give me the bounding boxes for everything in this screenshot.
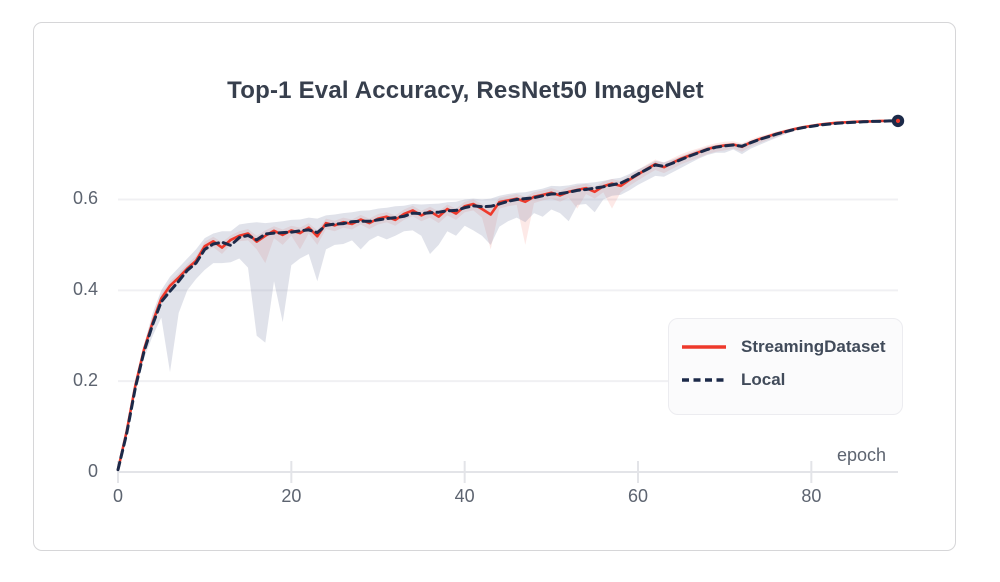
chart-title: Top-1 Eval Accuracy, ResNet50 ImageNet xyxy=(227,77,704,104)
legend-item-local[interactable]: Local xyxy=(681,370,902,390)
legend-label: Local xyxy=(741,370,786,389)
legend-line-dashed-icon xyxy=(682,378,726,382)
end-point-marker xyxy=(891,114,905,128)
legend-line-solid-icon xyxy=(682,345,726,349)
chart-card xyxy=(33,22,956,551)
legend-label: StreamingDataset xyxy=(741,337,886,356)
series-line-local xyxy=(116,119,900,472)
legend: StreamingDataset Local xyxy=(668,318,903,415)
legend-item-streamingdataset[interactable]: StreamingDataset xyxy=(681,337,902,357)
x-axis-title: epoch xyxy=(836,445,886,465)
